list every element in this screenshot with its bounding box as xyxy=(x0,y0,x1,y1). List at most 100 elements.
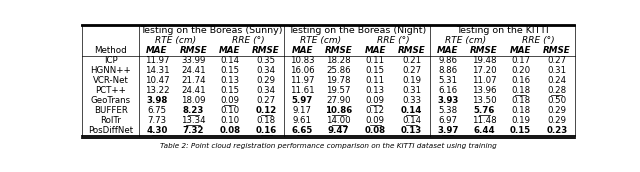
Text: 0.34: 0.34 xyxy=(257,66,276,75)
Text: 21.74: 21.74 xyxy=(181,76,205,85)
Text: Method: Method xyxy=(94,46,127,55)
Text: 19.57: 19.57 xyxy=(326,86,351,95)
Text: 17.20: 17.20 xyxy=(472,66,497,75)
Text: MAE: MAE xyxy=(292,46,313,55)
Text: 6.44: 6.44 xyxy=(474,126,495,135)
Text: 0.09: 0.09 xyxy=(365,96,385,105)
Text: 0.29: 0.29 xyxy=(547,116,566,125)
Text: 9.17: 9.17 xyxy=(293,106,312,115)
Text: 13.50: 13.50 xyxy=(472,96,497,105)
Text: 7.32: 7.32 xyxy=(182,126,204,135)
Text: 0.13: 0.13 xyxy=(401,126,422,135)
Text: 0.31: 0.31 xyxy=(547,66,566,75)
Text: 25.86: 25.86 xyxy=(326,66,351,75)
Text: 0.08: 0.08 xyxy=(219,126,240,135)
Text: 0.21: 0.21 xyxy=(402,56,421,65)
Text: 11.61: 11.61 xyxy=(290,86,315,95)
Text: 13.22: 13.22 xyxy=(145,86,170,95)
Text: 18.09: 18.09 xyxy=(181,96,205,105)
Text: 0.27: 0.27 xyxy=(257,96,276,105)
Text: VCR-Net: VCR-Net xyxy=(93,76,129,85)
Text: 8.23: 8.23 xyxy=(182,106,204,115)
Text: 0.14: 0.14 xyxy=(401,106,422,115)
Text: 9.47: 9.47 xyxy=(328,126,349,135)
Text: 14.31: 14.31 xyxy=(145,66,170,75)
Text: RTE (cm): RTE (cm) xyxy=(155,36,196,45)
Text: 0.13: 0.13 xyxy=(220,76,239,85)
Text: RRE (°): RRE (°) xyxy=(232,36,264,45)
Text: RoITr: RoITr xyxy=(100,116,121,125)
Text: 33.99: 33.99 xyxy=(181,56,205,65)
Text: 4.30: 4.30 xyxy=(147,126,168,135)
Text: Table 2: Point cloud registration performance comparison on the KITTI dataset us: Table 2: Point cloud registration perfor… xyxy=(159,143,497,149)
Text: Testing on the Boreas (Sunny): Testing on the Boreas (Sunny) xyxy=(140,26,283,35)
Text: MAE: MAE xyxy=(219,46,241,55)
Text: 0.23: 0.23 xyxy=(546,126,568,135)
Text: RTE (cm): RTE (cm) xyxy=(445,36,486,45)
Text: 3.97: 3.97 xyxy=(437,126,458,135)
Text: PCT++: PCT++ xyxy=(95,86,126,95)
Text: 0.16: 0.16 xyxy=(255,126,276,135)
Text: 0.15: 0.15 xyxy=(510,126,531,135)
Text: 24.41: 24.41 xyxy=(181,86,205,95)
Text: MAE: MAE xyxy=(509,46,531,55)
Text: 7.73: 7.73 xyxy=(147,116,166,125)
Text: 0.19: 0.19 xyxy=(402,76,421,85)
Text: 6.97: 6.97 xyxy=(438,116,458,125)
Text: 6.65: 6.65 xyxy=(292,126,313,135)
Text: 0.09: 0.09 xyxy=(365,116,385,125)
Text: RRE (°): RRE (°) xyxy=(377,36,410,45)
Text: 13.96: 13.96 xyxy=(472,86,497,95)
Text: 0.28: 0.28 xyxy=(547,86,566,95)
Text: GeoTrans: GeoTrans xyxy=(91,96,131,105)
Text: 0.34: 0.34 xyxy=(257,86,276,95)
Text: 0.29: 0.29 xyxy=(257,76,276,85)
Text: 10.83: 10.83 xyxy=(290,56,315,65)
Text: Testing on the Boreas (Night): Testing on the Boreas (Night) xyxy=(288,26,426,35)
Text: MAE: MAE xyxy=(147,46,168,55)
Text: 0.20: 0.20 xyxy=(511,66,530,75)
Text: 0.19: 0.19 xyxy=(511,116,530,125)
Text: 0.14: 0.14 xyxy=(402,116,421,125)
Text: 0.11: 0.11 xyxy=(365,76,385,85)
Text: MAE: MAE xyxy=(364,46,386,55)
Text: 3.98: 3.98 xyxy=(147,96,168,105)
Text: 0.12: 0.12 xyxy=(255,106,276,115)
Text: 0.18: 0.18 xyxy=(511,106,530,115)
Text: 10.86: 10.86 xyxy=(325,106,353,115)
Text: 5.38: 5.38 xyxy=(438,106,458,115)
Text: 0.27: 0.27 xyxy=(547,56,566,65)
Text: 19.48: 19.48 xyxy=(472,56,497,65)
Text: 8.86: 8.86 xyxy=(438,66,458,75)
Text: 10.47: 10.47 xyxy=(145,76,170,85)
Text: 0.15: 0.15 xyxy=(365,66,385,75)
Text: RMSE: RMSE xyxy=(179,46,207,55)
Text: 5.76: 5.76 xyxy=(474,106,495,115)
Text: 0.14: 0.14 xyxy=(220,56,239,65)
Text: 0.09: 0.09 xyxy=(220,96,239,105)
Text: 24.41: 24.41 xyxy=(181,66,205,75)
Text: 5.97: 5.97 xyxy=(292,96,313,105)
Text: 0.29: 0.29 xyxy=(547,106,566,115)
Text: 0.10: 0.10 xyxy=(220,116,239,125)
Text: 14.00: 14.00 xyxy=(326,116,351,125)
Text: 0.18: 0.18 xyxy=(511,96,530,105)
Text: PosDiffNet: PosDiffNet xyxy=(88,126,133,135)
Text: 13.34: 13.34 xyxy=(181,116,205,125)
Text: 0.15: 0.15 xyxy=(220,86,239,95)
Text: 0.12: 0.12 xyxy=(365,106,385,115)
Text: 0.16: 0.16 xyxy=(511,76,530,85)
Text: 6.75: 6.75 xyxy=(147,106,166,115)
Text: ICP: ICP xyxy=(104,56,118,65)
Text: 9.61: 9.61 xyxy=(293,116,312,125)
Text: RRE (°): RRE (°) xyxy=(522,36,555,45)
Text: 0.24: 0.24 xyxy=(547,76,566,85)
Text: 11.07: 11.07 xyxy=(472,76,497,85)
Text: HGNN++: HGNN++ xyxy=(90,66,131,75)
Text: 16.06: 16.06 xyxy=(290,66,315,75)
Text: 0.35: 0.35 xyxy=(257,56,276,65)
Text: 0.50: 0.50 xyxy=(547,96,566,105)
Text: RMSE: RMSE xyxy=(543,46,571,55)
Text: MAE: MAE xyxy=(437,46,458,55)
Text: 0.10: 0.10 xyxy=(220,106,239,115)
